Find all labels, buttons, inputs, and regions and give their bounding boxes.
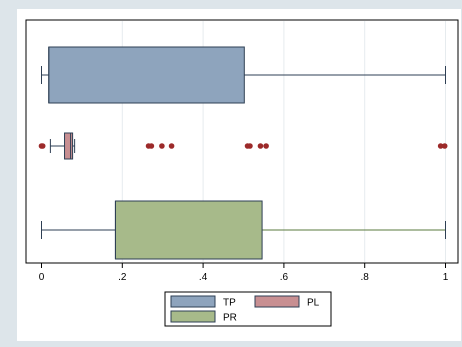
outlier-pl-1 <box>39 143 46 149</box>
legend: TP PL PR <box>164 291 332 327</box>
box-tp <box>41 46 446 104</box>
legend-label-tp: TP <box>223 298 236 309</box>
legend-swatch-pr <box>170 310 216 323</box>
outlier-pl-11 <box>441 143 448 149</box>
outlier-pl-8 <box>257 143 264 149</box>
outlier-pl-9 <box>263 143 269 149</box>
x-tick-label-2: .4 <box>199 272 208 283</box>
x-axis: 0 .2 .4 .6 .8 1 <box>39 263 449 283</box>
x-tick-label-0: 0 <box>39 272 45 283</box>
outlier-pl-4 <box>159 143 165 149</box>
outlier-pl-7 <box>247 143 253 149</box>
x-tick-label-4: .8 <box>361 272 370 283</box>
x-tick-label-1: .2 <box>118 272 127 283</box>
outlier-pl-3 <box>148 143 155 149</box>
outlier-pl-10 <box>437 143 444 149</box>
legend-label-pl: PL <box>307 298 320 309</box>
iqr-box-pl <box>64 132 74 160</box>
iqr-box-pr <box>114 200 263 260</box>
box-pr <box>41 200 446 260</box>
x-tick-label-3: .6 <box>280 272 289 283</box>
outlier-pl-5 <box>168 143 175 149</box>
legend-swatch-tp <box>170 295 216 308</box>
boxes <box>38 46 448 260</box>
box-pl <box>38 132 448 160</box>
legend-swatch-pl <box>254 295 300 308</box>
x-tick-label-5: 1 <box>443 272 449 283</box>
iqr-box-tp <box>48 46 245 104</box>
legend-label-pr: PR <box>223 313 237 324</box>
